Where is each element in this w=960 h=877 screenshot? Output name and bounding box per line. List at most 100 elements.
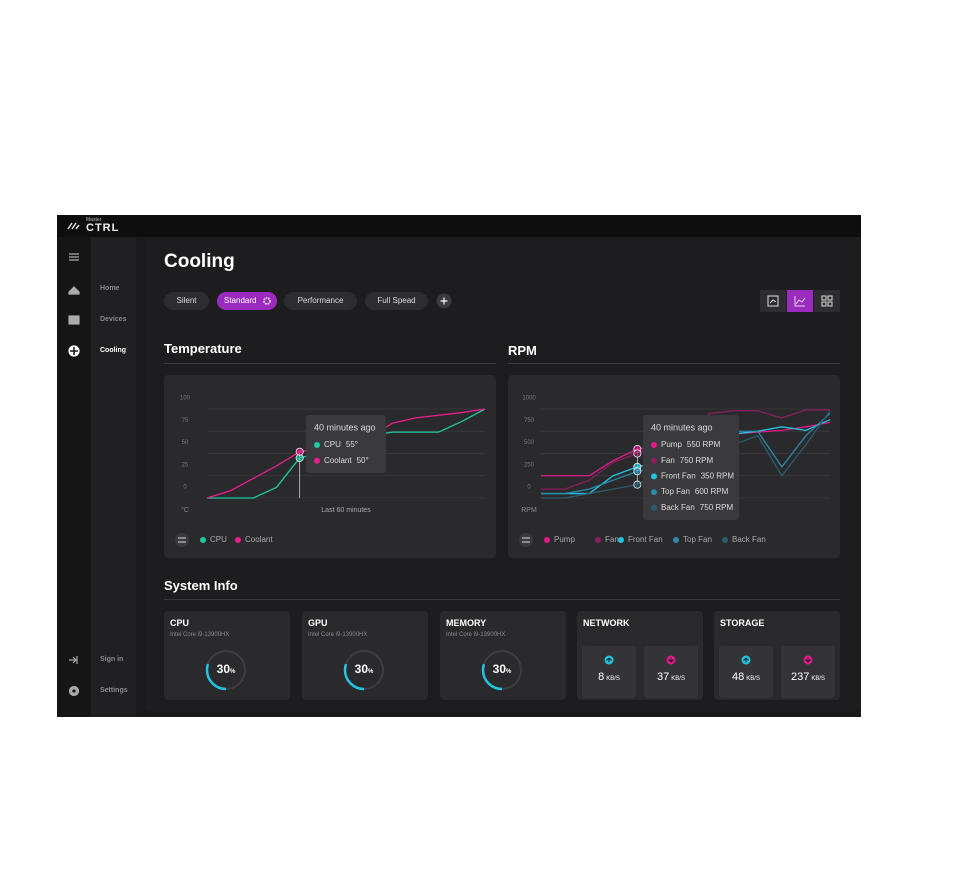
gauge bbox=[205, 649, 247, 691]
y-tick-label: 100 bbox=[180, 396, 191, 402]
transfer-box: 237 KB/S bbox=[781, 646, 835, 698]
transfer-box: 8 KB/S bbox=[582, 646, 636, 698]
card-title: GPU bbox=[308, 618, 328, 628]
transfer-value: 37 KB/S bbox=[644, 671, 698, 683]
profile-pill[interactable]: Full Spead bbox=[365, 292, 428, 310]
tooltip-value: 50° bbox=[357, 456, 369, 465]
card-title: NETWORK bbox=[583, 618, 630, 628]
nav-item[interactable]: Devices bbox=[100, 316, 127, 323]
nav-item[interactable]: Home bbox=[100, 285, 120, 292]
profile-pill[interactable]: Standard bbox=[217, 292, 277, 310]
legend-settings-icon bbox=[522, 537, 530, 543]
tooltip-value: 750 RPM bbox=[680, 456, 714, 465]
y-tick-label: 500 bbox=[524, 440, 535, 446]
section-rule bbox=[164, 363, 496, 364]
transfer-box: 48 KB/S bbox=[719, 646, 773, 698]
tooltip-swatch bbox=[651, 442, 657, 448]
legend-swatch bbox=[200, 537, 206, 543]
transfer-unit: KB/S bbox=[606, 676, 620, 682]
view-icons bbox=[767, 295, 833, 307]
legend-swatch bbox=[235, 537, 241, 543]
gauge-arc bbox=[481, 649, 523, 691]
legend-label: CPU bbox=[210, 535, 227, 544]
gear-icon bbox=[263, 297, 271, 305]
profile-pill[interactable]: Silent bbox=[164, 292, 209, 310]
section-rule bbox=[164, 599, 840, 600]
page-title: Cooling bbox=[164, 251, 235, 272]
tooltip-swatch bbox=[651, 473, 657, 480]
logo-mark bbox=[67, 222, 80, 230]
logo-small: Master bbox=[86, 217, 102, 223]
transfer-icon bbox=[803, 655, 813, 665]
transfer-unit: KB/S bbox=[671, 676, 685, 682]
gauge-unit: % bbox=[230, 669, 236, 675]
info-card: MEMORY Intel Core i9-13900HX 30% bbox=[440, 611, 566, 700]
legend-label: Pump bbox=[554, 535, 575, 544]
tooltip-value: 600 RPM bbox=[695, 487, 729, 496]
transfer-arrow bbox=[668, 657, 674, 663]
card-title: MEMORY bbox=[446, 618, 487, 628]
nav-labels bbox=[91, 237, 136, 717]
tooltip-name: Fan bbox=[661, 456, 675, 465]
hover-point bbox=[633, 467, 642, 476]
gauge bbox=[481, 649, 523, 691]
transfer-icon bbox=[604, 655, 614, 665]
gauge-value: 30% bbox=[208, 662, 244, 676]
card-title: CPU bbox=[170, 618, 190, 628]
hover-point bbox=[633, 480, 642, 489]
info-card: NETWORK 8 KB/S 37 KB/S bbox=[577, 611, 703, 700]
transfer-number: 237 bbox=[790, 671, 810, 683]
chart-panel: 0 25 50 75 100 °C Last 60 minutes 40 minutes ag… bbox=[164, 375, 496, 558]
add-profile[interactable] bbox=[436, 293, 452, 309]
legend-label: Coolant bbox=[245, 535, 273, 544]
nav-item[interactable]: Sign in bbox=[100, 656, 124, 663]
info-card: GPU Intel Core i9-13900HX 30% bbox=[302, 611, 428, 700]
info-card: STORAGE 48 KB/S 237 KB/S bbox=[714, 611, 840, 700]
transfer-arrow bbox=[606, 657, 612, 663]
profile-pill[interactable]: Performance bbox=[284, 292, 357, 310]
gauge bbox=[343, 649, 385, 691]
nav-item[interactable]: Cooling bbox=[100, 347, 127, 354]
tooltip-swatch bbox=[651, 504, 657, 511]
card-title: STORAGE bbox=[720, 618, 765, 628]
x-axis-label: Last 60 minutes bbox=[321, 507, 371, 514]
y-axis-label: RPM bbox=[521, 507, 537, 514]
tooltip-name: Front Fan bbox=[661, 472, 696, 481]
transfer-number: 37 bbox=[657, 671, 670, 683]
section-title: RPM bbox=[508, 343, 537, 358]
tooltip-name: Back Fan bbox=[661, 503, 695, 512]
title-bar bbox=[57, 215, 861, 237]
legend-swatch bbox=[544, 537, 550, 543]
legend-label: Back Fan bbox=[732, 535, 766, 544]
transfer-value: 8 KB/S bbox=[582, 671, 636, 683]
tooltip-title: 40 minutes ago bbox=[314, 422, 376, 432]
nav-icons bbox=[68, 253, 80, 697]
y-tick-label: 0 bbox=[527, 485, 531, 491]
legend-settings bbox=[175, 533, 189, 547]
tooltip-swatch bbox=[314, 442, 320, 448]
transfer-arrow bbox=[743, 657, 749, 663]
legend-label: Front Fan bbox=[628, 535, 663, 544]
transfer-box: 37 KB/S bbox=[644, 646, 698, 698]
legend-swatch bbox=[595, 537, 601, 543]
tooltip-name: Pump bbox=[661, 440, 682, 449]
chart: 0 250 500 750 1000 RPM 40 minutes ago Pump 550 R… bbox=[519, 396, 831, 547]
logo: CTRL bbox=[86, 222, 120, 234]
tooltip-value: 550 RPM bbox=[687, 440, 721, 449]
transfer-unit: KB/S bbox=[746, 676, 760, 682]
view-button[interactable] bbox=[814, 290, 840, 312]
tooltip-value: 350 RPM bbox=[701, 472, 735, 481]
legend-label: Fan bbox=[605, 535, 619, 544]
tooltip-value: 750 RPM bbox=[700, 503, 734, 512]
transfer-arrow bbox=[805, 657, 811, 663]
hover-point bbox=[633, 449, 642, 458]
legend-settings bbox=[519, 533, 533, 547]
tooltip bbox=[306, 415, 386, 473]
section-rule bbox=[508, 363, 840, 364]
y-tick-label: 25 bbox=[182, 462, 189, 468]
legend-settings-icon bbox=[178, 537, 186, 543]
view-button[interactable] bbox=[760, 290, 786, 312]
nav-item[interactable]: Settings bbox=[100, 687, 128, 694]
tooltip bbox=[643, 415, 739, 520]
gauge-unit: % bbox=[368, 669, 374, 675]
